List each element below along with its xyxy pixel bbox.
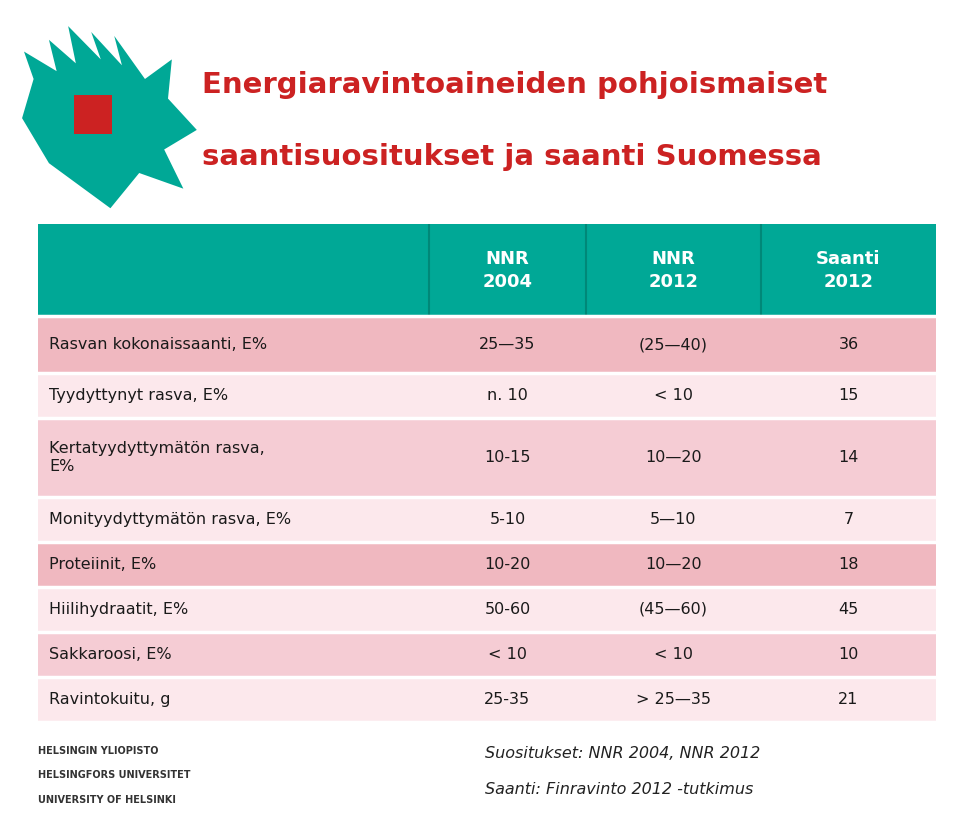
Text: 7: 7 — [844, 512, 853, 527]
Text: 25-35: 25-35 — [485, 692, 531, 707]
Bar — [38, 632, 936, 677]
Text: 10—20: 10—20 — [645, 557, 702, 572]
Text: 10-15: 10-15 — [484, 450, 531, 465]
Text: HELSINGIN YLIOPISTO: HELSINGIN YLIOPISTO — [38, 746, 158, 756]
Text: 10—20: 10—20 — [645, 450, 702, 465]
Text: Energiaravintoaineiden pohjoismaiset: Energiaravintoaineiden pohjoismaiset — [202, 71, 827, 99]
Bar — [38, 587, 936, 632]
Bar — [38, 677, 936, 722]
Text: Hiilihydraatit, E%: Hiilihydraatit, E% — [49, 602, 188, 617]
Text: Tyydyttynyt rasva, E%: Tyydyttynyt rasva, E% — [49, 388, 228, 403]
Text: Rasvan kokonaissaanti, E%: Rasvan kokonaissaanti, E% — [49, 337, 267, 353]
Text: 45: 45 — [838, 602, 858, 617]
Text: 5—10: 5—10 — [650, 512, 697, 527]
Text: UNIVERSITY OF HELSINKI: UNIVERSITY OF HELSINKI — [38, 795, 176, 805]
Text: Proteiinit, E%: Proteiinit, E% — [49, 557, 156, 572]
Bar — [38, 373, 936, 418]
Text: 25—35: 25—35 — [479, 337, 536, 353]
Bar — [38, 317, 936, 373]
Text: NNR
2012: NNR 2012 — [648, 251, 699, 290]
Text: 50-60: 50-60 — [484, 602, 531, 617]
Text: 36: 36 — [838, 337, 858, 353]
Text: 15: 15 — [838, 388, 858, 403]
Bar — [38, 497, 936, 542]
Bar — [82, 103, 105, 126]
Text: < 10: < 10 — [488, 647, 527, 662]
Text: 21: 21 — [838, 692, 858, 707]
Bar — [38, 418, 936, 497]
Text: HELSINGFORS UNIVERSITET: HELSINGFORS UNIVERSITET — [38, 770, 190, 780]
Text: Saanti
2012: Saanti 2012 — [816, 251, 880, 290]
Bar — [74, 95, 112, 134]
Text: 14: 14 — [838, 450, 858, 465]
Text: 10: 10 — [838, 647, 858, 662]
Text: Ravintokuitu, g: Ravintokuitu, g — [49, 692, 171, 707]
Text: 18: 18 — [838, 557, 859, 572]
Text: saantisuositukset ja saanti Suomessa: saantisuositukset ja saanti Suomessa — [202, 144, 822, 171]
Text: Saanti: Finravinto 2012 -tutkimus: Saanti: Finravinto 2012 -tutkimus — [485, 782, 754, 796]
Text: n. 10: n. 10 — [487, 388, 528, 403]
Text: 10-20: 10-20 — [484, 557, 531, 572]
Text: Kertatyydyttymätön rasva,
E%: Kertatyydyttymätön rasva, E% — [49, 441, 265, 473]
Text: (25—40): (25—40) — [639, 337, 708, 353]
Text: < 10: < 10 — [654, 647, 693, 662]
Text: 5-10: 5-10 — [490, 512, 525, 527]
Text: > 25—35: > 25—35 — [636, 692, 711, 707]
Text: (45—60): (45—60) — [639, 602, 708, 617]
Text: Sakkaroosi, E%: Sakkaroosi, E% — [49, 647, 172, 662]
Text: Suositukset: NNR 2004, NNR 2012: Suositukset: NNR 2004, NNR 2012 — [485, 746, 760, 761]
Text: NNR
2004: NNR 2004 — [482, 251, 533, 290]
Bar — [38, 224, 936, 317]
Bar — [38, 542, 936, 587]
Text: < 10: < 10 — [654, 388, 693, 403]
Polygon shape — [22, 26, 197, 208]
Text: Monityydyttymätön rasva, E%: Monityydyttymätön rasva, E% — [49, 512, 291, 527]
